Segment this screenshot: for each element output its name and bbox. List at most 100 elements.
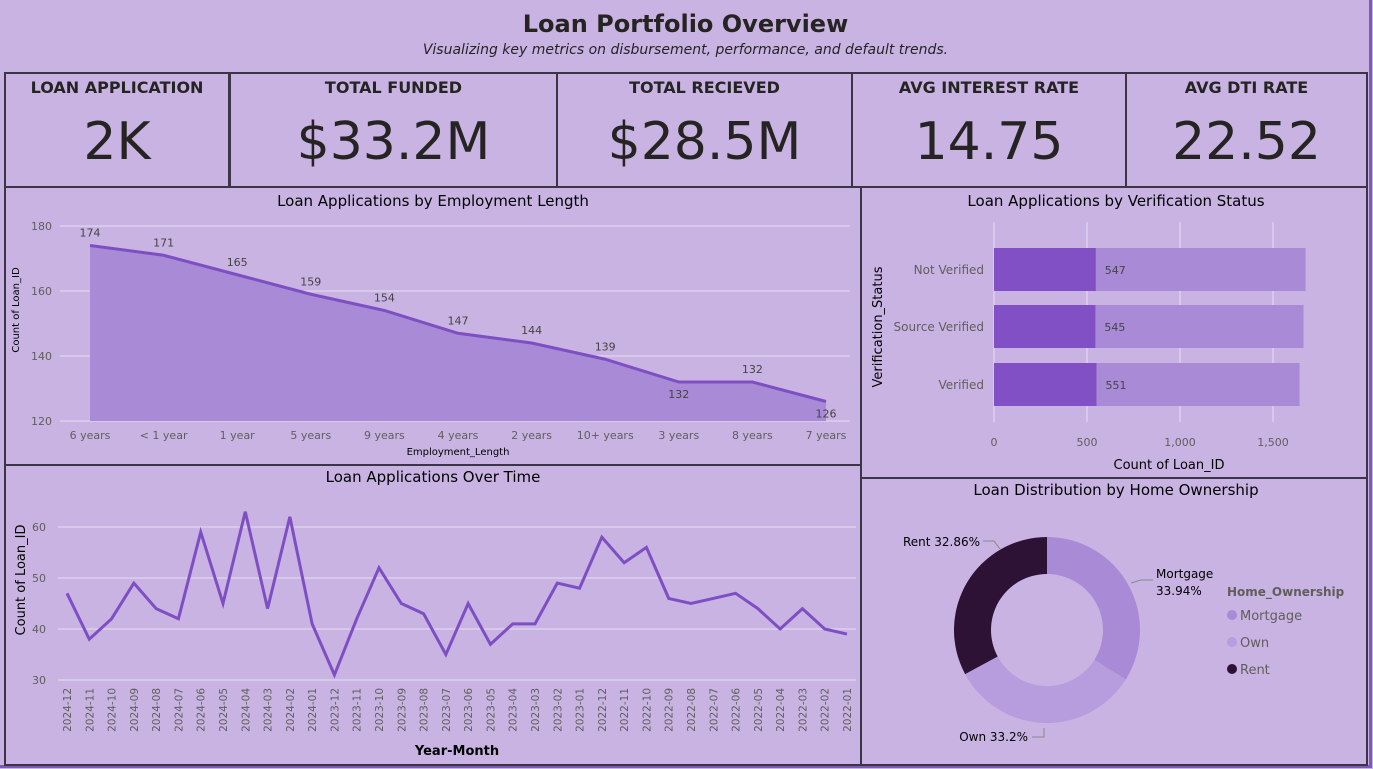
y-tick-label: 40	[32, 623, 46, 636]
x-tick-label: 500	[1077, 436, 1098, 449]
y-tick-label: 60	[32, 521, 46, 534]
data-label: 132	[668, 388, 689, 401]
over-time-y-axis-title: Count of Loan_ID	[14, 525, 29, 636]
kpi-card-total-funded[interactable]: TOTAL FUNDED $33.2M	[229, 72, 558, 188]
x-tick-label: 2022-06	[731, 688, 743, 732]
bar	[994, 305, 1096, 348]
x-tick-label: 2023-06	[463, 688, 475, 732]
x-tick-label: 2022-12	[597, 688, 609, 732]
x-tick-label: 2023-01	[575, 688, 587, 732]
x-tick-label: 2023-10	[374, 688, 386, 732]
data-label: 147	[448, 314, 469, 327]
data-label: 165	[227, 256, 248, 269]
x-tick-label: 2023-04	[508, 688, 520, 732]
x-tick-label: 2022-09	[664, 688, 676, 732]
x-tick-label: 1,000	[1164, 436, 1196, 449]
leader-line	[983, 540, 1001, 550]
bar	[994, 363, 1097, 406]
legend-item: Rent	[1240, 663, 1270, 678]
kpi-card-avg-interest-rate[interactable]: AVG INTEREST RATE 14.75	[851, 72, 1127, 188]
data-label: 174	[80, 227, 101, 240]
legend-item: Mortgage	[1240, 609, 1302, 624]
employment-y-axis-title: Count of Loan_ID	[11, 267, 22, 353]
verification-chart-title: Loan Applications by Verification Status	[967, 192, 1264, 210]
series-line	[65, 511, 848, 679]
over-time-x-axis-title: Year-Month	[414, 744, 499, 759]
slice-label-percent: 33.94%	[1156, 584, 1202, 598]
x-tick-label: 2024-07	[173, 688, 185, 732]
y-tick-label: Not Verified	[914, 263, 984, 277]
data-label: 551	[1105, 379, 1126, 392]
kpi-value: 2K	[83, 112, 151, 172]
slice-label: Rent 32.86%	[903, 535, 980, 549]
legend-marker	[1227, 610, 1237, 620]
kpi-card-total-received[interactable]: TOTAL RECIEVED $28.5M	[556, 72, 853, 188]
data-label: 132	[742, 363, 763, 376]
data-label: 159	[300, 275, 321, 288]
x-tick-label: 2022-05	[753, 688, 765, 732]
y-tick-label: 160	[31, 285, 52, 298]
x-tick-label: 2022-10	[641, 688, 653, 732]
x-tick-label: 10+ years	[577, 429, 634, 442]
y-tick-label: 30	[32, 674, 46, 687]
kpi-card-loan-application[interactable]: LOAN APPLICATION 2K	[4, 72, 230, 188]
x-tick-label: 3 years	[658, 429, 699, 442]
x-tick-label: 2022-01	[842, 688, 854, 732]
x-tick-label: 5 years	[290, 429, 331, 442]
x-tick-label: 7 years	[806, 429, 847, 442]
legend-marker	[1227, 637, 1237, 647]
legend-title: Home_Ownership	[1227, 585, 1345, 600]
donut-slice-mortgage	[1047, 537, 1141, 680]
y-tick-label: 50	[32, 572, 46, 585]
data-label: 171	[153, 236, 174, 249]
x-tick-label: 0	[991, 436, 998, 449]
header-panel: Loan Portfolio Overview Visualizing key …	[4, 2, 1367, 72]
donut-slice-rent	[954, 537, 1047, 675]
over-time-chart-title: Loan Applications Over Time	[326, 468, 541, 486]
kpi-value: $33.2M	[296, 112, 491, 172]
kpi-label: LOAN APPLICATION	[30, 78, 204, 97]
kpi-value: 22.52	[1172, 112, 1321, 172]
x-tick-label: 2023-08	[419, 688, 431, 732]
x-tick-label: 2023-03	[530, 688, 542, 732]
verification-y-axis-title: Verification_Status	[871, 266, 886, 387]
legend-item: Own	[1240, 636, 1269, 651]
kpi-card-avg-dti-rate[interactable]: AVG DTI RATE 22.52	[1125, 72, 1368, 188]
x-tick-label: 8 years	[732, 429, 773, 442]
x-tick-label: 2024-03	[263, 688, 275, 732]
donut-slice-own	[965, 656, 1126, 724]
x-tick-label: 2022-08	[686, 688, 698, 732]
over-time-panel[interactable]	[4, 464, 862, 766]
x-tick-label: 2024-05	[218, 688, 230, 732]
x-tick-label: 4 years	[438, 429, 479, 442]
x-tick-label: 9 years	[364, 429, 405, 442]
x-tick-label: 2024-02	[285, 688, 297, 732]
employment-chart-title: Loan Applications by Employment Length	[277, 192, 589, 210]
kpi-value: $28.5M	[607, 112, 802, 172]
home-ownership-chart-title: Loan Distribution by Home Ownership	[973, 481, 1258, 499]
x-tick-label: 2023-11	[352, 688, 364, 732]
x-tick-label: 2024-06	[196, 688, 208, 732]
x-tick-label: 2023-02	[552, 688, 564, 732]
x-tick-label: 2023-09	[396, 688, 408, 732]
kpi-label: TOTAL RECIEVED	[629, 78, 780, 97]
data-label: 545	[1104, 321, 1125, 334]
x-tick-label: 2 years	[511, 429, 552, 442]
x-tick-label: 2024-10	[107, 688, 119, 732]
page-subtitle: Visualizing key metrics on disbursement,…	[422, 42, 949, 58]
x-tick-label: 2022-03	[797, 688, 809, 732]
x-tick-label: 2022-11	[619, 688, 631, 732]
kpi-value: 14.75	[914, 112, 1064, 172]
slice-label: Mortgage	[1156, 567, 1213, 581]
verification-x-axis-title: Count of Loan_ID	[1114, 458, 1225, 473]
data-label: 139	[595, 340, 616, 353]
y-tick-label: 180	[31, 220, 52, 233]
x-tick-label: 2022-04	[775, 688, 787, 732]
kpi-label: AVG INTEREST RATE	[898, 78, 1080, 97]
leader-line	[1130, 579, 1153, 584]
kpi-label: AVG DTI RATE	[1184, 78, 1309, 97]
y-tick-label: Source Verified	[893, 320, 984, 334]
employment-x-axis-title: Employment_Length	[407, 447, 510, 458]
